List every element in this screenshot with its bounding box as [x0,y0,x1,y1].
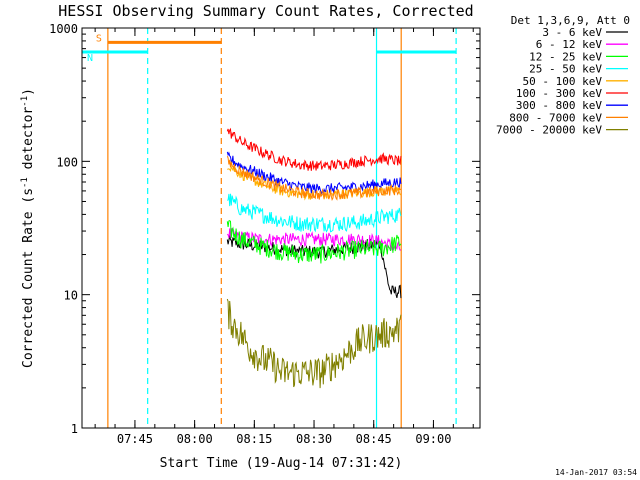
flag-label: S [96,33,102,44]
series-line [227,193,402,233]
legend-label: 800 - 7000 keV [509,111,602,124]
y-tick-label: 1 [71,422,78,436]
series-line [226,298,402,389]
x-tick-label: 08:00 [177,432,213,446]
x-tick-label: 09:00 [415,432,451,446]
legend-label: 25 - 50 keV [529,63,602,76]
x-tick-label: 08:15 [236,432,272,446]
series-line [226,155,402,201]
y-axis-label: Corrected Count Rate (s-1 detector-1) [20,88,36,368]
legend-label: 3 - 6 keV [542,26,602,39]
legend-label: 12 - 25 keV [529,50,602,63]
series-line [226,227,402,251]
x-tick-label: 08:30 [296,432,332,446]
x-tick-label: 08:45 [356,432,392,446]
x-axis-label: Start Time (19-Aug-14 07:31:42) [160,456,403,471]
y-axis: 1 10 100 1000 [49,22,480,436]
legend-label: 300 - 800 keV [516,99,602,112]
legend-label: 100 - 300 keV [516,87,602,100]
y-tick-label: 1000 [49,22,78,36]
legend-label: 7000 - 20000 keV [496,124,602,137]
y-tick-label: 100 [56,155,78,169]
plot-frame [81,27,481,429]
legend-label: 6 - 12 keV [536,38,603,51]
legend-header: Det 1,3,6,9, Att 0 [511,14,630,27]
generation-timestamp: 14-Jan-2017 03:54 [555,468,637,477]
chart-title: HESSI Observing Summary Count Rates, Cor… [58,2,473,20]
x-tick-label: 07:45 [117,432,153,446]
plot-area: SN [82,28,457,428]
flag-label: N [87,53,93,64]
legend-label: 50 - 100 keV [523,75,603,88]
y-tick-label: 10 [64,289,78,303]
series-line [226,127,402,171]
series-line [226,151,402,196]
x-axis: 07:45 08:00 08:15 08:30 08:45 09:00 [94,28,474,446]
series-line [226,220,402,264]
